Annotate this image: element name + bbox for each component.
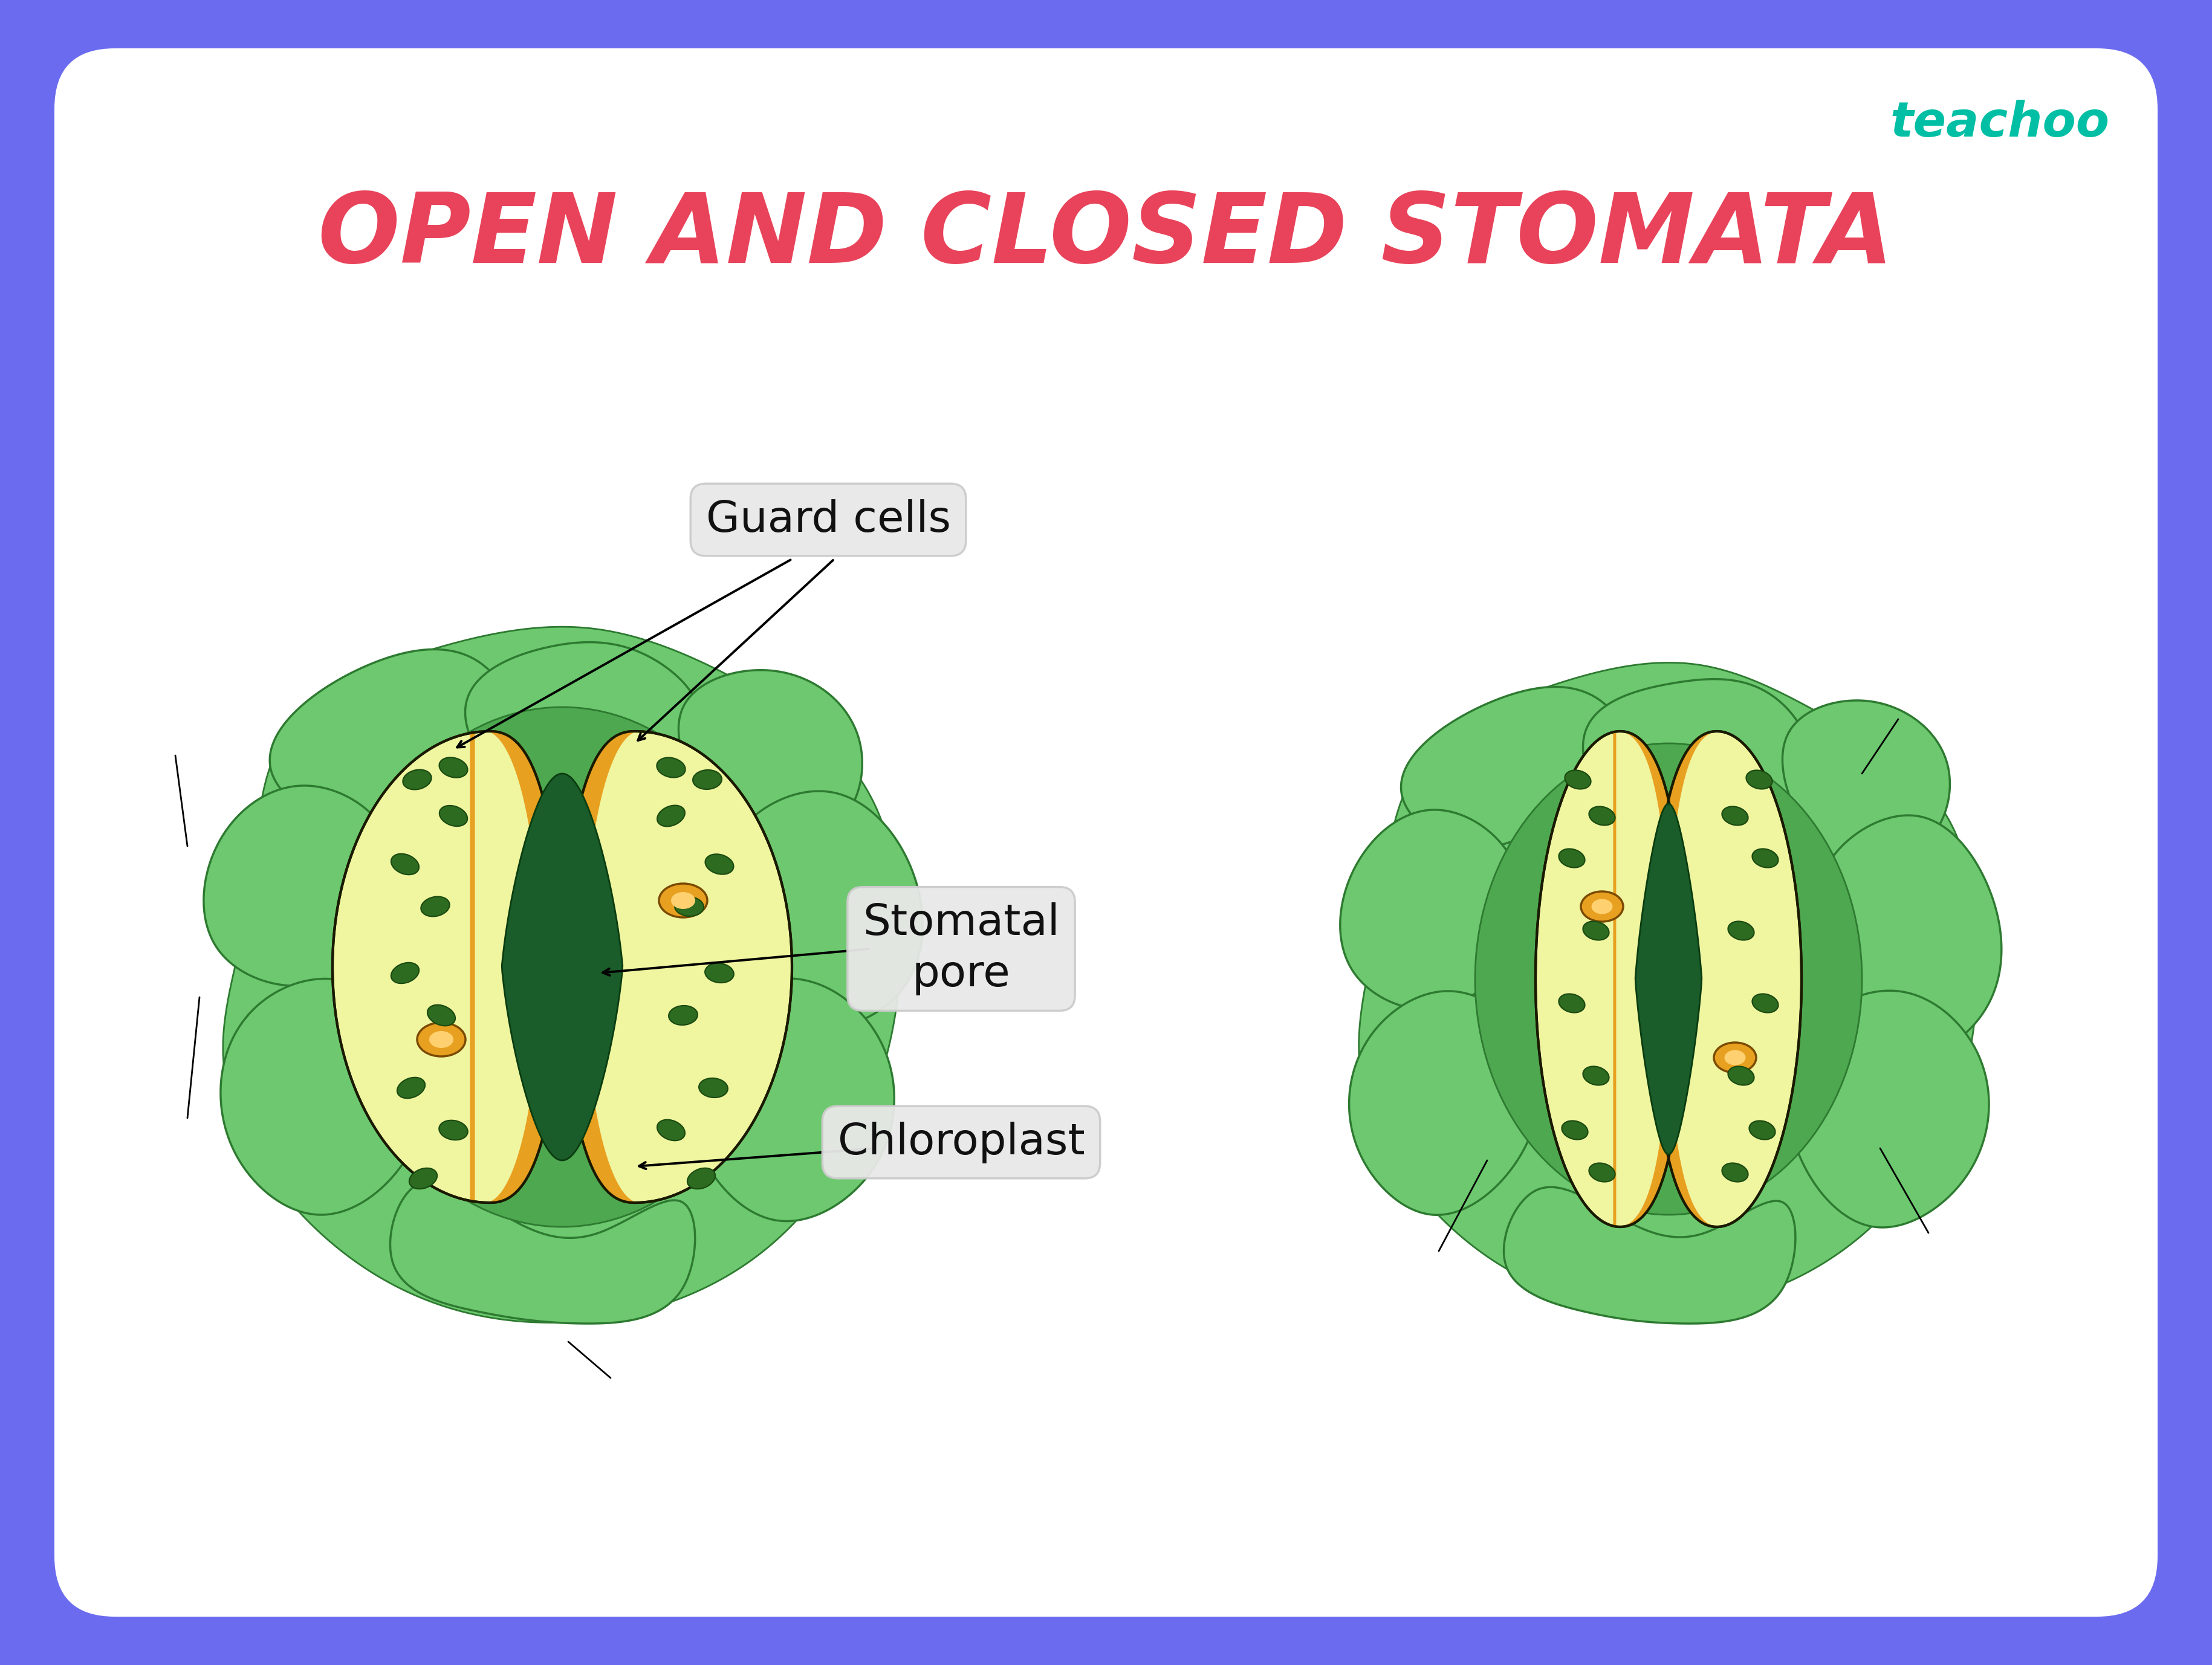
- Ellipse shape: [403, 769, 431, 789]
- Polygon shape: [1535, 731, 1683, 1227]
- Ellipse shape: [1752, 849, 1778, 867]
- Polygon shape: [1358, 663, 1978, 1310]
- Ellipse shape: [1750, 1121, 1776, 1139]
- Polygon shape: [1783, 701, 1951, 866]
- Ellipse shape: [438, 1121, 469, 1141]
- Polygon shape: [1613, 731, 1683, 1227]
- Ellipse shape: [1559, 994, 1584, 1012]
- Polygon shape: [1584, 679, 1807, 811]
- Polygon shape: [679, 669, 863, 847]
- Ellipse shape: [345, 708, 781, 1227]
- Ellipse shape: [706, 854, 734, 874]
- Ellipse shape: [429, 1031, 453, 1047]
- Ellipse shape: [1475, 743, 1863, 1215]
- Ellipse shape: [657, 1121, 686, 1141]
- Ellipse shape: [657, 806, 686, 826]
- Polygon shape: [1400, 688, 1635, 849]
- Ellipse shape: [1745, 771, 1772, 789]
- Polygon shape: [221, 979, 427, 1215]
- Ellipse shape: [706, 964, 734, 982]
- Polygon shape: [1814, 816, 2002, 1057]
- Polygon shape: [389, 1180, 695, 1324]
- Ellipse shape: [1752, 994, 1778, 1012]
- Ellipse shape: [1559, 849, 1584, 867]
- Ellipse shape: [1564, 771, 1590, 789]
- Text: Stomatal
pore: Stomatal pore: [863, 902, 1060, 996]
- Ellipse shape: [392, 962, 418, 984]
- Polygon shape: [465, 643, 701, 781]
- Polygon shape: [1787, 991, 1989, 1227]
- Ellipse shape: [1590, 899, 1613, 914]
- Text: Chloroplast: Chloroplast: [838, 1122, 1084, 1164]
- Polygon shape: [1652, 731, 1801, 1227]
- Polygon shape: [564, 731, 655, 1202]
- Polygon shape: [223, 626, 900, 1322]
- Ellipse shape: [675, 896, 703, 917]
- Ellipse shape: [420, 896, 449, 917]
- Polygon shape: [502, 774, 622, 1161]
- Text: Guard cells: Guard cells: [706, 500, 951, 541]
- Polygon shape: [564, 731, 792, 1202]
- Ellipse shape: [440, 758, 467, 778]
- Ellipse shape: [670, 892, 695, 909]
- Ellipse shape: [699, 1077, 728, 1099]
- Ellipse shape: [438, 806, 469, 826]
- Ellipse shape: [1582, 891, 1624, 922]
- Polygon shape: [332, 731, 560, 1202]
- Ellipse shape: [688, 1167, 714, 1189]
- Ellipse shape: [1714, 1042, 1756, 1072]
- Ellipse shape: [1584, 921, 1608, 941]
- Ellipse shape: [668, 1006, 697, 1026]
- Ellipse shape: [418, 1022, 465, 1056]
- Ellipse shape: [1584, 1066, 1608, 1086]
- Ellipse shape: [396, 1077, 425, 1099]
- Text: teachoo: teachoo: [1891, 100, 2110, 147]
- Polygon shape: [1652, 731, 1723, 1227]
- Polygon shape: [719, 791, 922, 1027]
- Ellipse shape: [659, 884, 708, 917]
- Ellipse shape: [1588, 1164, 1615, 1182]
- Ellipse shape: [427, 1006, 456, 1026]
- FancyBboxPatch shape: [55, 48, 2157, 1617]
- Ellipse shape: [409, 1169, 438, 1189]
- Ellipse shape: [392, 854, 420, 874]
- Text: OPEN AND CLOSED STOMATA: OPEN AND CLOSED STOMATA: [319, 188, 1893, 283]
- Ellipse shape: [1728, 1066, 1754, 1086]
- Polygon shape: [1340, 809, 1522, 1009]
- Ellipse shape: [1721, 1164, 1747, 1182]
- Ellipse shape: [1725, 1051, 1745, 1066]
- Polygon shape: [469, 731, 560, 1202]
- Ellipse shape: [1562, 1121, 1588, 1139]
- Polygon shape: [1635, 804, 1701, 1154]
- Polygon shape: [270, 649, 518, 824]
- Ellipse shape: [1721, 806, 1747, 826]
- Polygon shape: [1504, 1187, 1796, 1324]
- Ellipse shape: [657, 758, 686, 778]
- Polygon shape: [684, 979, 894, 1220]
- Ellipse shape: [1588, 806, 1615, 826]
- Ellipse shape: [1728, 921, 1754, 941]
- Polygon shape: [1349, 991, 1540, 1215]
- Ellipse shape: [695, 769, 721, 791]
- Polygon shape: [204, 786, 398, 986]
